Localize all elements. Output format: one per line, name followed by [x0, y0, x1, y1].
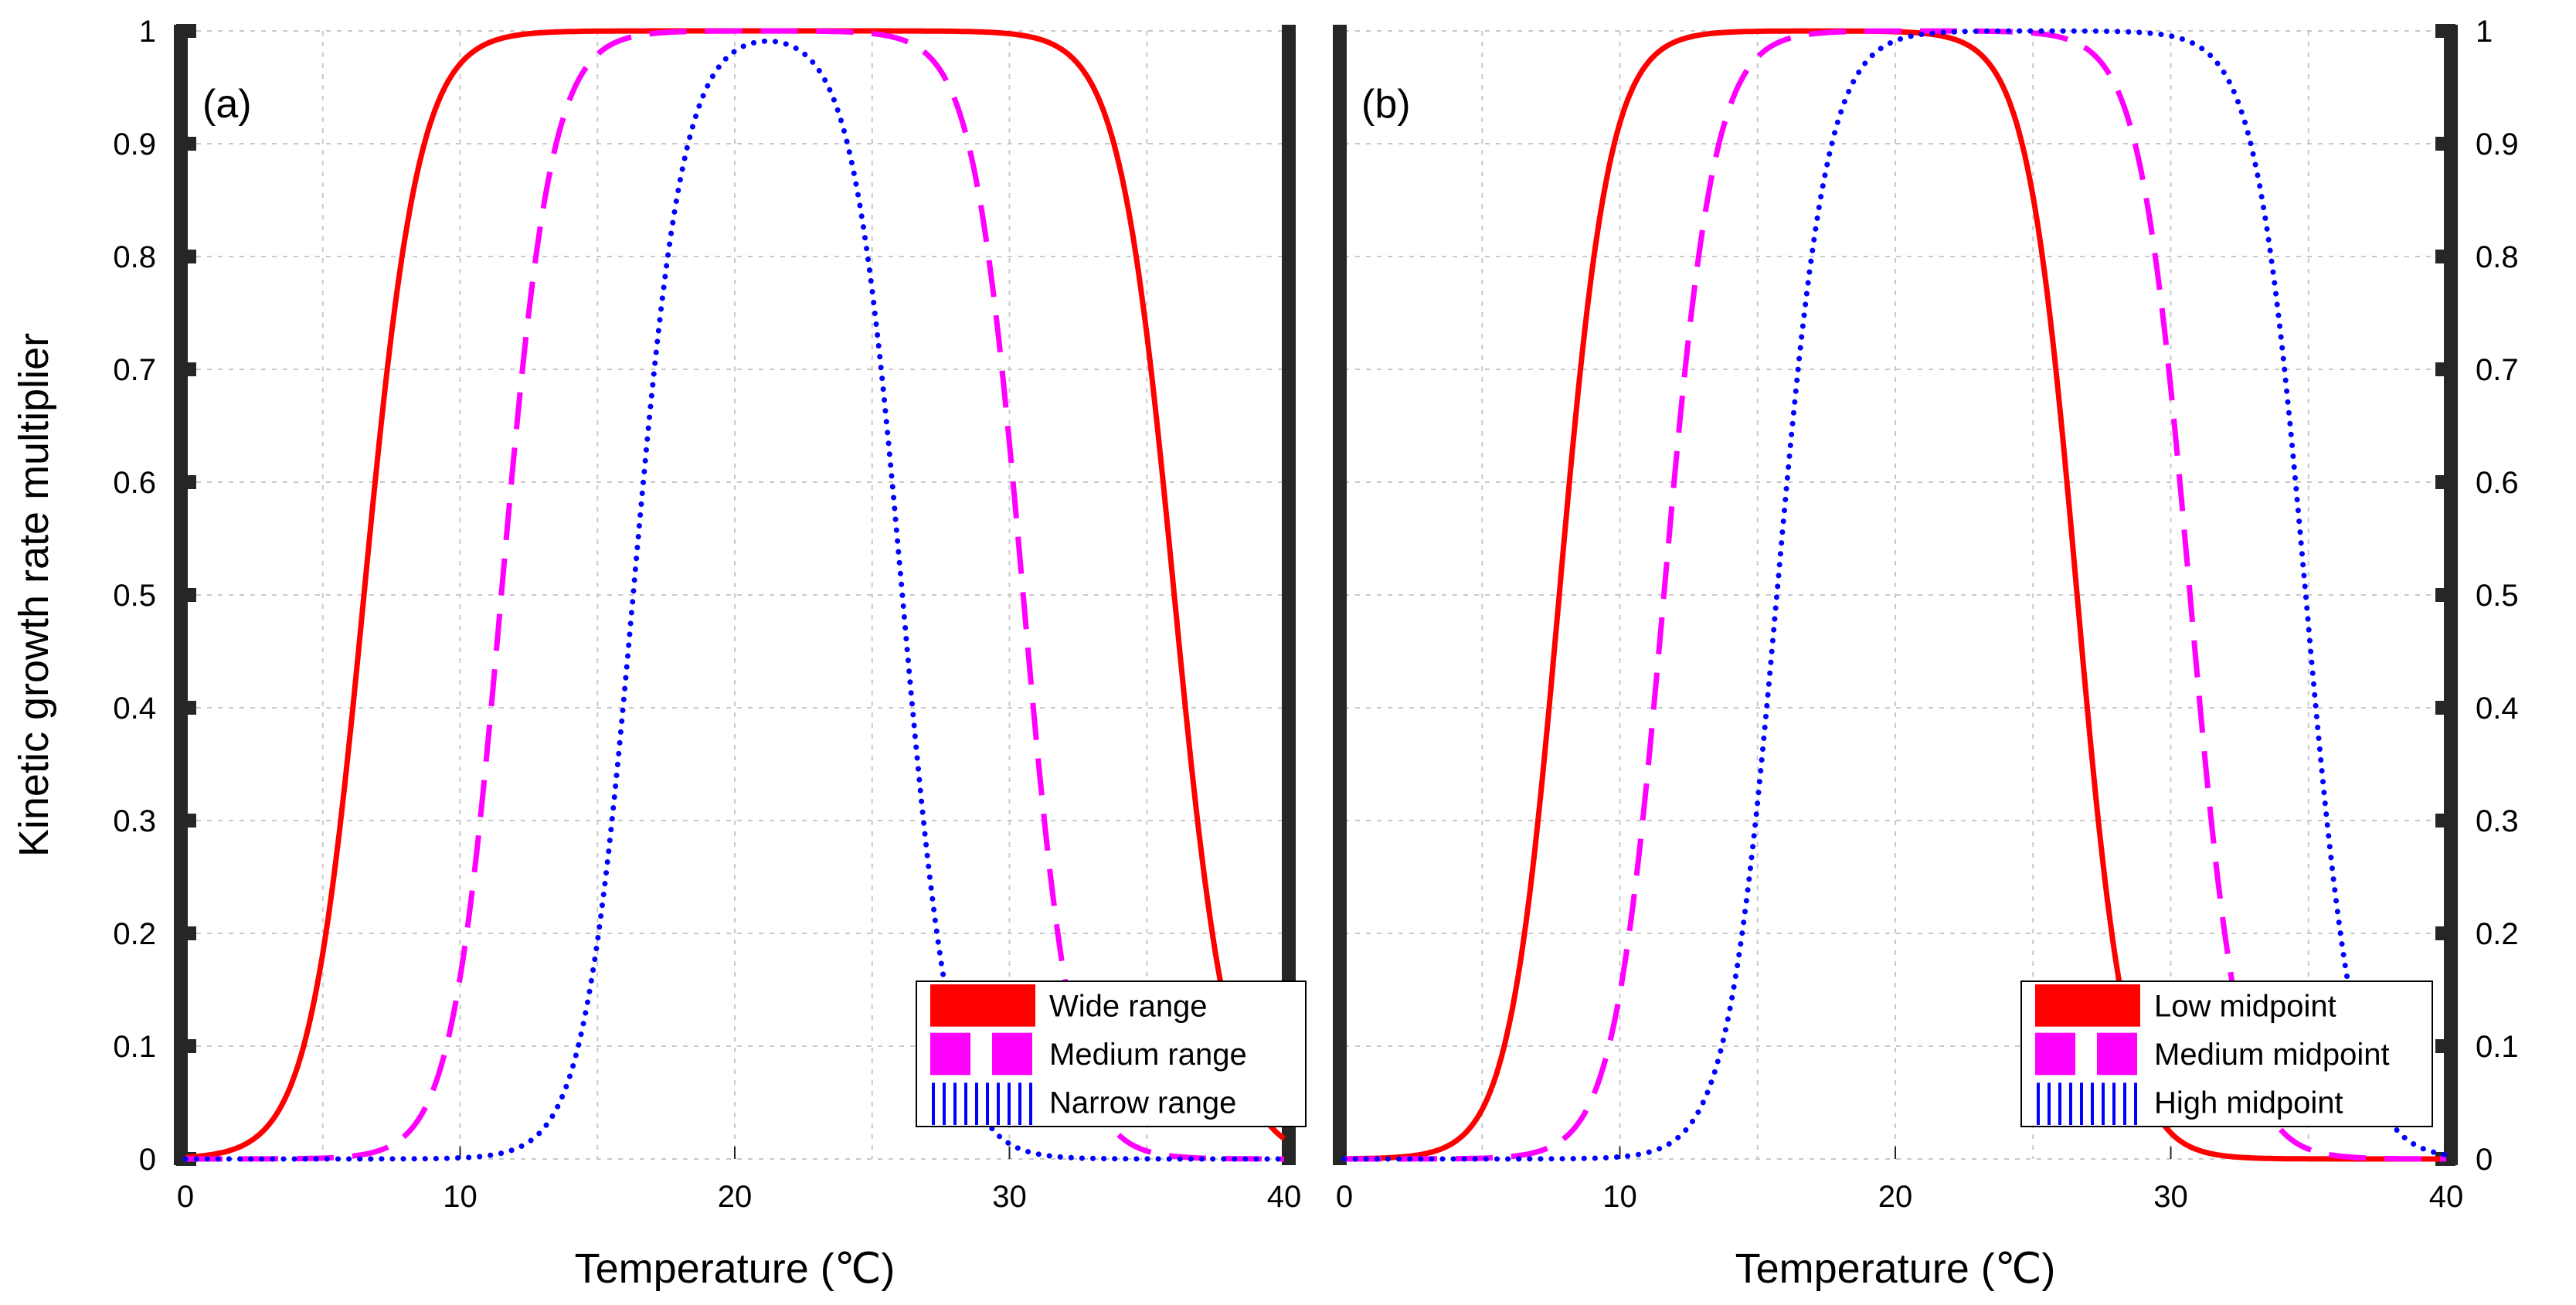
legend-swatch — [2035, 984, 2140, 1027]
y-tick-mark — [2435, 250, 2455, 263]
y-tick-label: 0.5 — [2476, 579, 2519, 613]
y-tick-mark — [176, 1039, 196, 1053]
legend-label: High midpoint — [2154, 1086, 2343, 1120]
legend-label: Wide range — [1049, 989, 1208, 1023]
x-axis-title: Temperature (℃) — [1735, 1246, 2056, 1292]
y-tick-label: 0.8 — [113, 240, 156, 274]
x-tick-label: 20 — [718, 1180, 753, 1214]
series-line-narrow-range — [182, 38, 1287, 1162]
x-tick-label: 0 — [177, 1180, 194, 1214]
y-tick-label: 1 — [139, 15, 156, 49]
y-tick-label: 0.8 — [2476, 240, 2519, 274]
legend-swatch — [992, 1032, 1032, 1076]
y-tick-mark — [176, 24, 196, 38]
y-tick-mark — [176, 137, 196, 151]
x-tick-label: 40 — [1267, 1180, 1302, 1214]
x-tick-label: 10 — [1602, 1180, 1637, 1214]
y-tick-label: 0.6 — [113, 466, 156, 500]
y-tick-mark — [2435, 701, 2455, 715]
y-tick-label: 0.3 — [113, 804, 156, 838]
x-tick-label: 10 — [443, 1180, 477, 1214]
x-tick-label: 40 — [2429, 1180, 2464, 1214]
y-tick-label: 0.3 — [2476, 804, 2519, 838]
panel-label: (a) — [202, 82, 252, 127]
y-tick-label: 0.9 — [2476, 127, 2519, 161]
y-tick-mark — [2435, 24, 2455, 38]
y-tick-mark — [176, 475, 196, 489]
series-line-high-midpoint — [1341, 28, 2449, 1162]
y-tick-mark — [2435, 475, 2455, 489]
legend-swatch — [930, 1032, 970, 1076]
legend-label: Medium range — [1049, 1038, 1247, 1072]
y-tick-label: 0.7 — [113, 353, 156, 387]
y-tick-mark — [2435, 588, 2455, 602]
y-tick-mark — [2435, 137, 2455, 151]
chart-panel-b: 00.10.20.30.40.50.60.70.80.910 10 20 30 40Te… — [1333, 15, 2519, 1292]
y-tick-label: 0.2 — [113, 917, 156, 951]
chart-panel-a: 00.10.20.30.40.50.60.70.80.910 10 20 30 40Te… — [11, 15, 1307, 1292]
y-tick-label: 0.7 — [2476, 353, 2519, 387]
legend-label: Medium midpoint — [2154, 1038, 2390, 1072]
x-tick-label: 0 — [1336, 1180, 1353, 1214]
y-tick-mark — [176, 362, 196, 376]
y-tick-mark — [176, 701, 196, 715]
legend: Low midpoint Medium midpoint High midpoint — [2020, 980, 2433, 1127]
x-axis-title: Temperature (℃) — [575, 1246, 895, 1292]
legend: Wide range Medium range Narrow range — [916, 980, 1307, 1127]
legend-swatch — [2097, 1032, 2137, 1076]
y-axis-title: Kinetic growth rate multiplier — [11, 333, 57, 857]
y-tick-mark — [176, 814, 196, 828]
y-tick-label: 0.5 — [113, 579, 156, 613]
y-tick-mark — [176, 588, 196, 602]
y-tick-mark — [176, 926, 196, 940]
y-tick-label: 0.4 — [2476, 692, 2519, 726]
y-tick-label: 0.6 — [2476, 466, 2519, 500]
x-tick-label: 20 — [1878, 1180, 1913, 1214]
y-tick-label: 0 — [2476, 1143, 2493, 1177]
y-tick-label: 0.9 — [113, 127, 156, 161]
legend-label: Low midpoint — [2154, 989, 2336, 1023]
x-tick-label: 30 — [2153, 1180, 2188, 1214]
legend-swatch — [2035, 1032, 2075, 1076]
y-tick-mark — [176, 250, 196, 263]
y-tick-label: 0 — [139, 1143, 156, 1177]
y-tick-mark — [2435, 926, 2455, 940]
panel-label: (b) — [1361, 82, 1411, 127]
y-tick-label: 0.1 — [113, 1030, 156, 1064]
legend-label: Narrow range — [1049, 1086, 1236, 1120]
y-tick-label: 0.2 — [2476, 917, 2519, 951]
y-tick-mark — [2435, 1039, 2455, 1053]
y-tick-mark — [2435, 362, 2455, 376]
y-tick-label: 0.1 — [2476, 1030, 2519, 1064]
legend-swatch — [930, 984, 1035, 1027]
y-tick-label: 1 — [2476, 15, 2493, 49]
x-tick-label: 30 — [992, 1180, 1027, 1214]
y-tick-mark — [2435, 814, 2455, 828]
y-tick-label: 0.4 — [113, 692, 156, 726]
